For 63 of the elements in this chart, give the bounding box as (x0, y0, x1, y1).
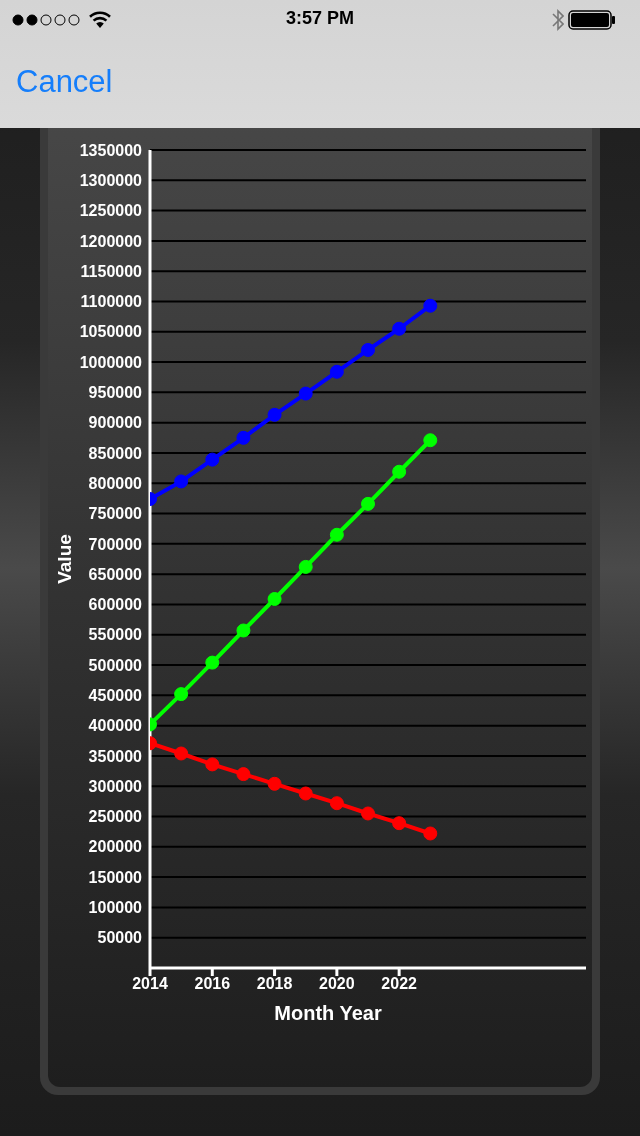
point (174, 687, 189, 702)
point (236, 430, 251, 445)
x-tick-label: 2020 (319, 975, 355, 993)
y-tick-label: 1350000 (79, 141, 143, 159)
point (205, 757, 220, 772)
point (267, 776, 282, 791)
point (174, 474, 189, 489)
y-tick-label: 750000 (88, 505, 143, 523)
y-tick-label: 450000 (88, 687, 143, 705)
y-tick-label: 200000 (88, 838, 143, 856)
y-tick-label: 1200000 (79, 232, 143, 250)
point (361, 496, 375, 511)
point (423, 433, 438, 448)
x-tick-label: 2014 (132, 975, 168, 993)
y-tick-label: 950000 (88, 384, 143, 402)
x-tick-label: 2016 (194, 975, 231, 993)
point (174, 746, 189, 761)
y-tick-label: 350000 (88, 747, 143, 765)
y-tick-label: 1050000 (79, 323, 143, 341)
point (423, 826, 438, 841)
y-tick-label: 100000 (88, 899, 143, 917)
y-tick-label: 800000 (88, 474, 143, 492)
point (361, 342, 375, 357)
point (205, 452, 220, 467)
point (236, 767, 251, 782)
x-axis-title: Month Year (274, 1002, 382, 1024)
point (329, 796, 344, 811)
y-tick-label: 600000 (88, 596, 143, 614)
point (298, 386, 313, 401)
y-axis-title: Value (53, 534, 75, 584)
y-tick-label: 500000 (88, 656, 143, 674)
text: Cancel (16, 64, 113, 100)
y-tick-label: 1300000 (79, 171, 143, 189)
y-tick-label: 550000 (88, 626, 143, 644)
point (392, 816, 407, 831)
x-tick-label: 2018 (256, 975, 293, 993)
point (298, 786, 313, 801)
y-tick-label: 850000 (88, 444, 143, 462)
text: 3:57 PM (285, 8, 355, 29)
y-tick-label: 150000 (88, 868, 143, 886)
y-tick-label: 1100000 (80, 293, 143, 311)
point (361, 806, 375, 821)
y-tick-label: 250000 (88, 808, 143, 826)
point (392, 464, 407, 479)
point (392, 321, 407, 336)
y-tick-label: 50000 (97, 929, 143, 947)
point (236, 623, 251, 638)
y-tick-label: 1250000 (79, 202, 143, 220)
point (267, 591, 282, 606)
y-tick-label: 400000 (88, 717, 143, 735)
y-tick-label: 650000 (88, 565, 143, 583)
point (298, 559, 313, 574)
point (329, 527, 344, 542)
y-tick-label: 700000 (88, 535, 143, 553)
y-tick-label: 900000 (88, 414, 143, 432)
point (205, 655, 220, 670)
x-tick-label: 2022 (381, 975, 418, 993)
point (329, 364, 344, 379)
point (267, 407, 282, 422)
point (423, 298, 438, 313)
y-tick-label: 1150000 (80, 262, 143, 280)
y-tick-label: 1000000 (79, 353, 143, 371)
y-tick-label: 300000 (88, 777, 143, 795)
